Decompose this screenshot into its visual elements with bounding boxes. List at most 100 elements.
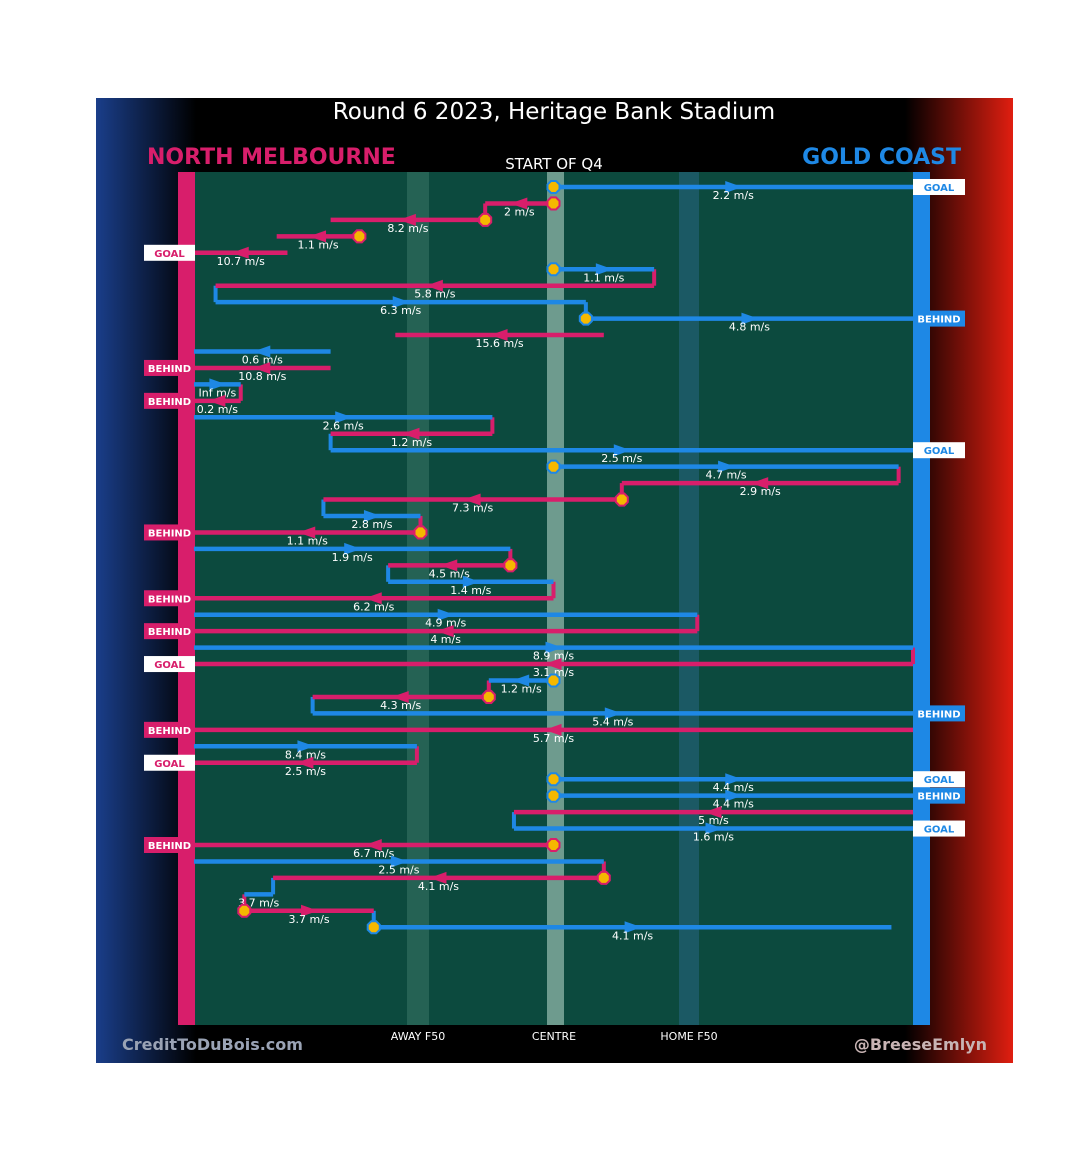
result-badge (144, 244, 195, 261)
result-badge-label: GOAL (924, 775, 955, 786)
speed-label: 15.6 m/s (475, 337, 523, 350)
bounce-marker (413, 525, 428, 540)
direction-arrow (725, 773, 743, 786)
result-badge (913, 310, 965, 327)
bounce-marker (546, 772, 561, 787)
speed-label: 4.7 m/s (705, 469, 746, 482)
result-badge (144, 623, 195, 640)
result-badge-label: BEHIND (148, 627, 191, 638)
result-badge (144, 524, 195, 541)
direction-arrow (309, 230, 327, 243)
direction-arrow (463, 493, 481, 506)
result-badge (913, 179, 965, 195)
tick-label-home-f50: HOME F50 (660, 1030, 717, 1043)
speed-label: 2.6 m/s (323, 419, 364, 432)
result-badge (144, 590, 195, 607)
direction-arrow (705, 822, 723, 835)
direction-arrow (545, 641, 563, 654)
bounce-marker (546, 196, 561, 211)
speed-label: 8.2 m/s (387, 222, 428, 235)
speed-label: 4.4 m/s (713, 781, 754, 794)
direction-arrow (231, 246, 249, 259)
speed-label: 1.9 m/s (332, 551, 373, 564)
speed-label: 3.7 m/s (288, 913, 329, 926)
right-team-label: GOLD COAST (802, 145, 961, 170)
bounce-marker-shape (481, 689, 496, 704)
direction-arrow (335, 411, 353, 424)
direction-arrow (462, 575, 480, 588)
direction-arrow (604, 707, 622, 720)
result-badge (144, 656, 195, 673)
speed-label: Inf m/s (198, 386, 236, 399)
direction-arrow (429, 871, 447, 884)
direction-arrow (392, 296, 410, 309)
direction-arrow (298, 526, 316, 539)
speed-label: 1.6 m/s (693, 831, 734, 844)
bounce-marker (546, 838, 561, 852)
speed-label: 5.4 m/s (592, 715, 633, 728)
speed-label: 4.1 m/s (418, 880, 459, 893)
direction-arrow (344, 542, 362, 555)
direction-arrow (390, 855, 408, 868)
chart-title: Round 6 2023, Heritage Bank Stadium (333, 99, 775, 125)
speed-label: 10.8 m/s (238, 370, 286, 383)
speed-label: 4.1 m/s (612, 929, 653, 942)
result-badge (913, 820, 965, 837)
bounce-marker (478, 212, 493, 227)
speed-label: 6.7 m/s (353, 847, 394, 860)
direction-arrow (209, 378, 227, 391)
left-team-label: NORTH MELBOURNE (147, 145, 396, 170)
bounce-marker (366, 920, 381, 935)
result-badge (144, 754, 195, 771)
bounce-marker-shape (546, 788, 561, 803)
speed-label: 4.9 m/s (425, 617, 466, 630)
direction-arrow (402, 427, 420, 440)
speed-label: 2.9 m/s (740, 485, 781, 498)
direction-arrow (544, 723, 562, 736)
speed-label: 1.1 m/s (287, 534, 328, 547)
direction-arrow (595, 263, 613, 276)
result-badge-label: BEHIND (917, 792, 960, 803)
speed-label: 2.2 m/s (713, 189, 754, 202)
direction-arrow (512, 674, 530, 687)
chart-subtitle: START OF Q4 (505, 155, 603, 173)
home-f50-band (679, 172, 699, 1025)
footer-left: CreditToDuBois.com (122, 1035, 303, 1054)
speed-label: 1.1 m/s (297, 238, 338, 251)
speed-label: 2 m/s (504, 205, 535, 218)
speed-label: 4.8 m/s (729, 321, 770, 334)
bounce-marker (237, 903, 252, 918)
bounce-marker (596, 870, 611, 885)
direction-arrow (704, 806, 722, 819)
speed-label: 4.3 m/s (380, 699, 421, 712)
speed-label: 1.4 m/s (450, 584, 491, 597)
direction-arrow (741, 312, 759, 325)
speed-label: 8.9 m/s (533, 650, 574, 663)
bounce-marker (546, 459, 561, 474)
speed-label: 2.8 m/s (351, 518, 392, 531)
bounce-marker-shape (596, 870, 611, 885)
result-badge-label: BEHIND (148, 364, 191, 375)
result-badge-label: BEHIND (148, 594, 191, 605)
direction-arrow (398, 213, 416, 226)
direction-arrow (301, 904, 319, 917)
speed-label: 2.5 m/s (601, 452, 642, 465)
direction-arrow (490, 329, 508, 342)
direction-arrow (297, 740, 315, 753)
speed-label: 0.6 m/s (242, 354, 283, 367)
result-badge-label: GOAL (154, 759, 185, 770)
result-badge-label: BEHIND (917, 709, 960, 720)
speed-label: 5.8 m/s (414, 288, 455, 301)
speed-label: 10.7 m/s (217, 255, 265, 268)
direction-arrow (296, 756, 314, 769)
bounce-marker-shape (237, 903, 252, 918)
speed-label: 0.2 m/s (197, 403, 238, 416)
direction-arrow (253, 345, 271, 358)
result-badge-label: GOAL (154, 249, 185, 260)
bounce-marker (578, 311, 593, 326)
bounce-marker-shape (546, 673, 561, 688)
bounce-marker-shape (546, 838, 561, 852)
bounce-marker-shape (352, 229, 367, 244)
bounce-marker (352, 229, 367, 244)
direction-arrow (613, 444, 631, 457)
